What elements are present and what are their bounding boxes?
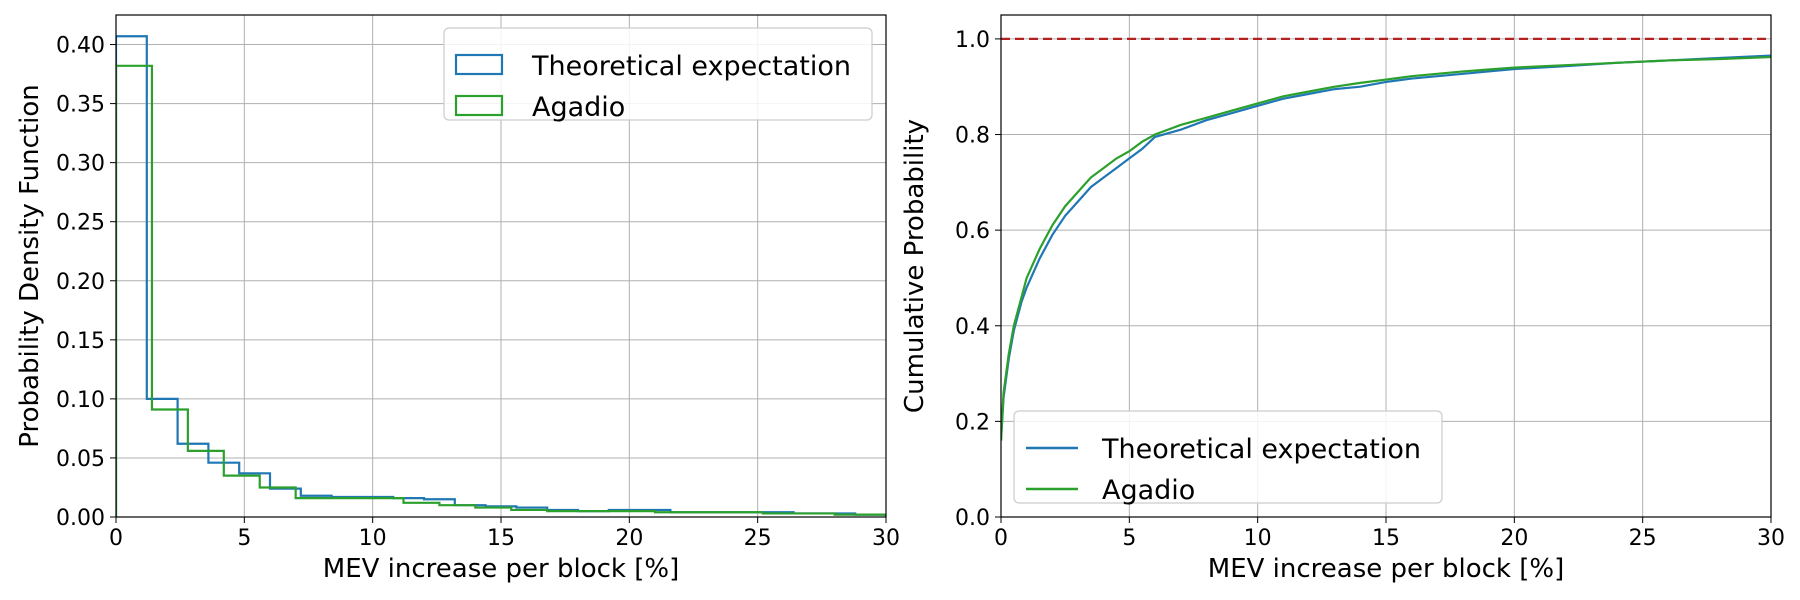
- x-tick-label: 15: [1372, 526, 1400, 551]
- x-tick-label: 15: [487, 526, 515, 551]
- legend-label-theoretical-expectation: Theoretical expectation: [1101, 434, 1421, 465]
- x-tick-label: 0: [109, 526, 123, 551]
- x-tick-label: 10: [359, 526, 387, 551]
- series-theoretical-expectation: [1001, 54, 1771, 441]
- x-axis-label: MEV increase per block [%]: [1208, 554, 1564, 584]
- cdf-panel: 0 5 10 15 20 25 30 0.0 0.2 0.4 0.6 0.8 1.0 MEV increa…: [900, 14, 1785, 584]
- plot-area: [1001, 54, 1771, 441]
- y-tick-label: 0.8: [955, 124, 990, 149]
- x-tick-label: 5: [237, 526, 251, 551]
- y-tick-label: 0.20: [56, 270, 105, 295]
- legend: Theoretical expectation Agadio: [443, 27, 873, 123]
- legend-label-agadio: Agadio: [1102, 475, 1195, 506]
- y-tick-label: 0.25: [56, 211, 105, 236]
- legend-label-theoretical-expectation: Theoretical expectation: [531, 51, 851, 82]
- legend-handle-agadio: [454, 94, 504, 117]
- series-agadio: [1001, 55, 1771, 441]
- y-tick-label: 0.10: [56, 388, 105, 413]
- x-axis-label: MEV increase per block [%]: [323, 554, 679, 584]
- y-tick-label: 0.15: [56, 329, 105, 354]
- y-tick-label: 0.0: [955, 506, 990, 531]
- series-agadio: [116, 64, 886, 517]
- x-tick-label: 0: [994, 526, 1008, 551]
- legend-frame: [443, 27, 873, 121]
- legend-handle-theoretical-expectation: [454, 53, 504, 76]
- y-tick-label: 0.30: [56, 152, 105, 177]
- y-tick-label: 0.05: [56, 447, 105, 472]
- x-tick-label: 5: [1122, 526, 1136, 551]
- x-tick-label: 30: [1757, 526, 1785, 551]
- legend-label-agadio: Agadio: [532, 92, 625, 123]
- x-tick-label: 25: [744, 526, 772, 551]
- y-axis-label: Probability Density Function: [15, 84, 45, 447]
- x-tick-label: 30: [872, 526, 900, 551]
- y-tick-label: 0.4: [955, 315, 990, 340]
- x-tick-label: 20: [615, 526, 643, 551]
- y-tick-label: 1.0: [955, 28, 990, 53]
- y-tick-label: 0.6: [955, 219, 990, 244]
- x-tick-label: 25: [1629, 526, 1657, 551]
- y-tick-label: 0.00: [56, 506, 105, 531]
- y-tick-label: 0.40: [56, 34, 105, 59]
- legend: Theoretical expectation Agadio: [1013, 410, 1443, 506]
- legend-frame: [1013, 410, 1443, 504]
- y-tick-label: 0.2: [955, 410, 990, 435]
- pdf-panel: 0 5 10 15 20 25 30 0.00 0.05 0.10 0.15 0.20 0.25 0.30…: [15, 14, 900, 584]
- y-axis-label: Cumulative Probability: [900, 119, 930, 413]
- plot-area: [116, 35, 886, 517]
- x-tick-label: 20: [1500, 526, 1528, 551]
- x-tick-label: 10: [1244, 526, 1272, 551]
- y-tick-label: 0.35: [56, 93, 105, 118]
